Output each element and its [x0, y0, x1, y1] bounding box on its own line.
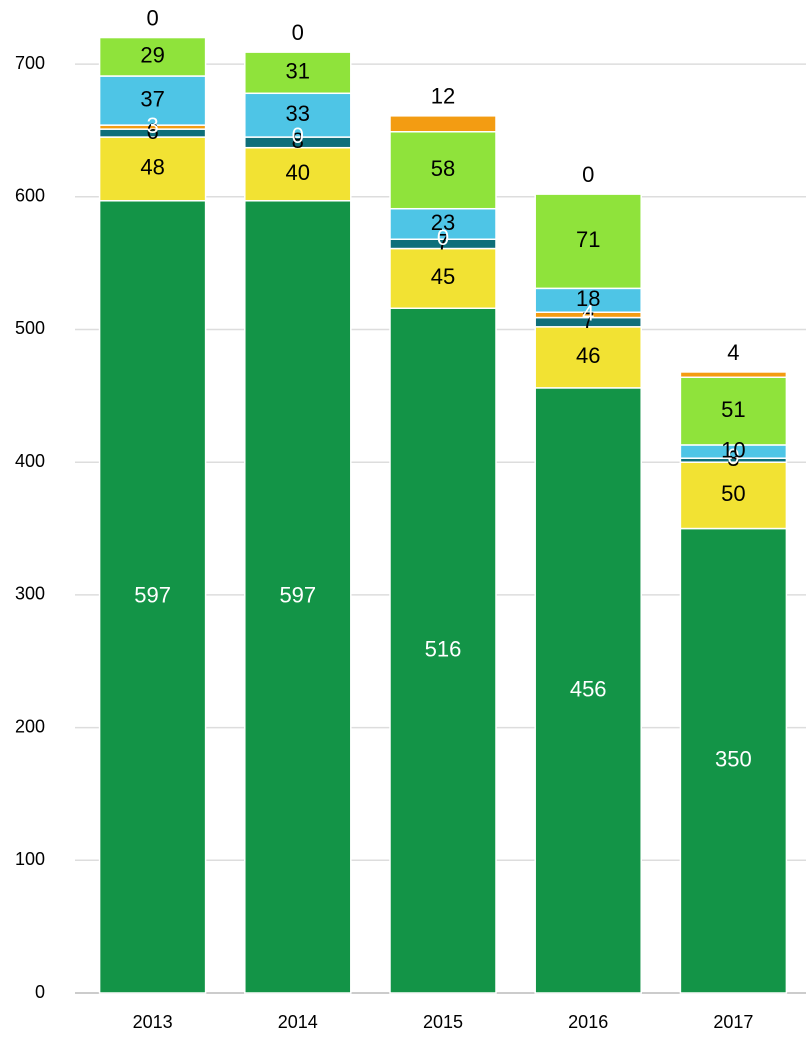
- data-label: 4: [582, 301, 594, 326]
- x-tick-label: 2014: [278, 1012, 318, 1032]
- data-label: 516: [425, 636, 462, 661]
- data-label: 597: [279, 583, 316, 608]
- x-tick-label: 2017: [713, 1012, 753, 1032]
- bar-segment: [244, 200, 352, 994]
- bar-segment: [98, 36, 207, 77]
- data-label: 8: [292, 128, 304, 153]
- data-label: 33: [286, 101, 310, 126]
- bar-segment: [389, 207, 497, 240]
- data-label: 456: [570, 676, 607, 701]
- data-label: 0: [437, 225, 449, 250]
- data-label: 0: [727, 444, 739, 469]
- data-label: 0: [292, 20, 304, 45]
- data-label: 0: [582, 162, 594, 187]
- data-label: 51: [721, 397, 745, 422]
- bar-segment: [244, 51, 352, 95]
- data-label: 3: [146, 113, 158, 138]
- data-label: 350: [715, 747, 752, 772]
- data-label: 29: [140, 43, 164, 68]
- data-label: 6: [146, 119, 158, 144]
- data-label: 45: [431, 264, 455, 289]
- data-label: 31: [286, 59, 310, 84]
- y-tick-label: 700: [15, 53, 45, 73]
- bar-segment: [98, 200, 207, 994]
- data-label: 4: [727, 340, 739, 365]
- data-label: 46: [576, 343, 600, 368]
- y-tick-label: 300: [15, 584, 45, 604]
- bar-segment: [534, 387, 642, 994]
- x-tick-label: 2013: [133, 1012, 173, 1032]
- bar-segment: [679, 527, 788, 994]
- y-tick-label: 200: [15, 716, 45, 736]
- bar-segment: [679, 461, 788, 530]
- bar-segment: [679, 371, 788, 379]
- bar-segment: [389, 247, 497, 310]
- data-label: 71: [576, 227, 600, 252]
- y-tick-label: 100: [15, 849, 45, 869]
- y-tick-label: 0: [35, 982, 45, 1002]
- data-label: 597: [134, 583, 171, 608]
- bar-segment: [534, 193, 642, 290]
- data-label: 18: [576, 286, 600, 311]
- x-tick-label: 2015: [423, 1012, 463, 1032]
- bar-segment: [389, 115, 497, 133]
- data-label: 10: [721, 437, 745, 462]
- data-label: 3: [727, 446, 739, 471]
- data-label: 58: [431, 156, 455, 181]
- bar-segment: [244, 146, 352, 202]
- data-label: 40: [286, 160, 310, 185]
- y-tick-label: 400: [15, 451, 45, 471]
- data-label: 7: [582, 308, 594, 333]
- bar-segment: [389, 131, 497, 210]
- data-label: 50: [721, 481, 745, 506]
- data-label: 0: [292, 123, 304, 148]
- y-tick-label: 600: [15, 186, 45, 206]
- bar-segment: [98, 75, 207, 126]
- bar-segment: [389, 307, 497, 994]
- bar-segment: [244, 92, 352, 138]
- data-label: 48: [140, 155, 164, 180]
- data-label: 7: [437, 230, 449, 255]
- bar-segment: [534, 326, 642, 389]
- data-label: 12: [431, 84, 455, 109]
- data-label: 0: [146, 5, 158, 30]
- data-label: 37: [140, 86, 164, 111]
- x-tick-label: 2016: [568, 1012, 608, 1032]
- y-tick-label: 500: [15, 318, 45, 338]
- bar-segment: [98, 136, 207, 202]
- data-label: 23: [431, 210, 455, 235]
